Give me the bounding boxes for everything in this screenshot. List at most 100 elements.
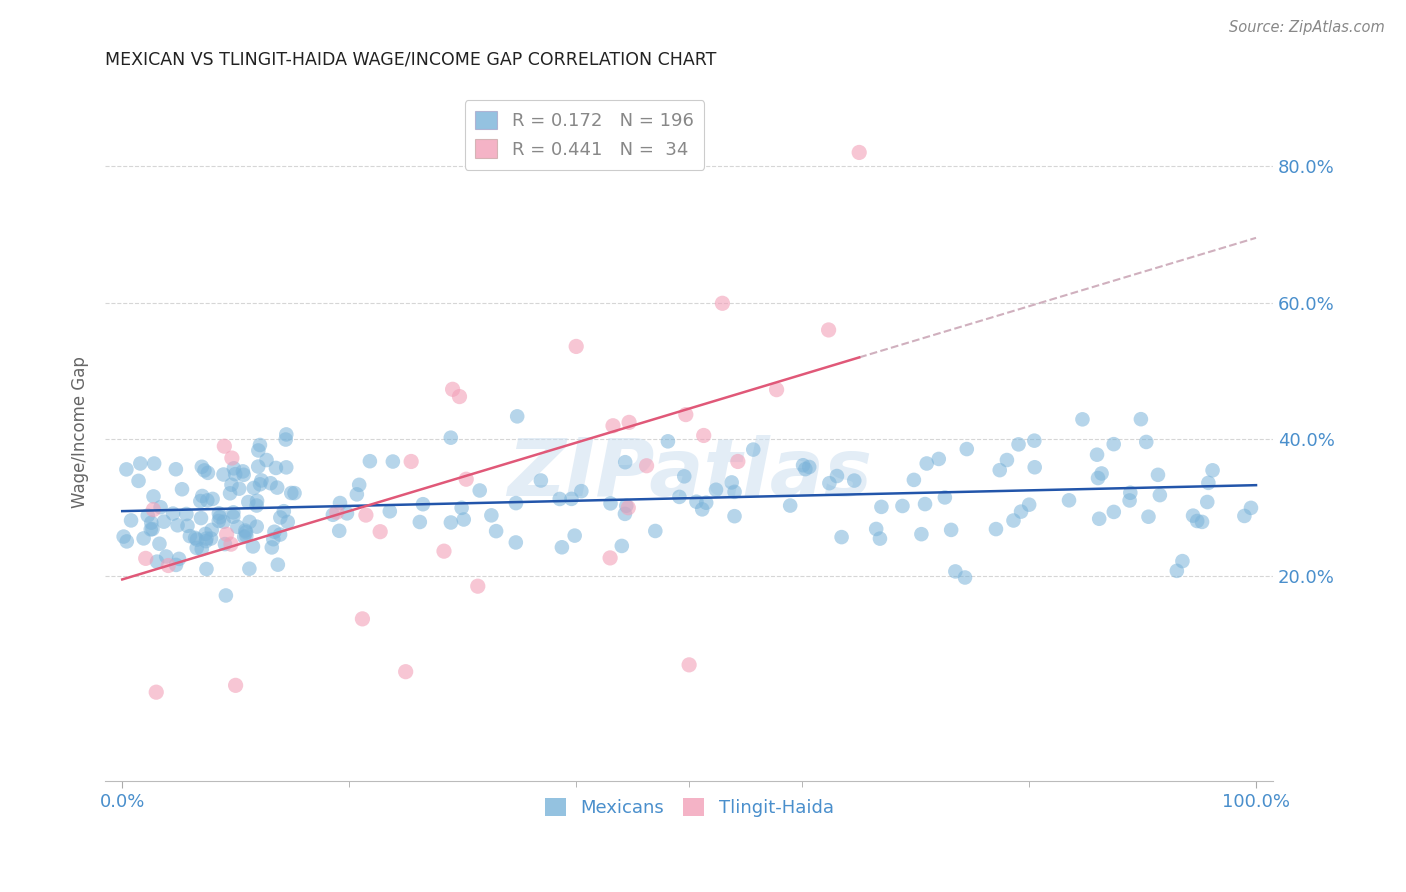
- Point: [1166, 564, 1188, 578]
- Point: [153, 515, 176, 529]
- Point: [249, 438, 271, 452]
- Point: [1024, 460, 1046, 475]
- Point: [246, 499, 269, 513]
- Point: [179, 529, 201, 543]
- Point: [250, 474, 273, 488]
- Point: [956, 442, 979, 456]
- Point: [184, 531, 207, 545]
- Point: [269, 510, 291, 524]
- Point: [456, 472, 478, 486]
- Point: [186, 533, 208, 547]
- Point: [453, 512, 475, 526]
- Point: [115, 534, 138, 549]
- Point: [141, 522, 163, 536]
- Point: [325, 505, 347, 519]
- Point: [644, 524, 666, 538]
- Point: [262, 532, 284, 546]
- Point: [1018, 498, 1040, 512]
- Point: [208, 507, 231, 521]
- Point: [212, 515, 235, 529]
- Point: [239, 515, 262, 529]
- Point: [1129, 412, 1152, 426]
- Point: [914, 497, 936, 511]
- Point: [1085, 448, 1108, 462]
- Point: [848, 145, 870, 160]
- Point: [1149, 488, 1171, 502]
- Point: [238, 562, 260, 576]
- Point: [246, 494, 269, 508]
- Point: [599, 550, 621, 565]
- Point: [468, 483, 491, 498]
- Point: [1090, 467, 1112, 481]
- Point: [891, 499, 914, 513]
- Point: [201, 491, 224, 506]
- Point: [1197, 495, 1219, 509]
- Point: [479, 508, 502, 523]
- Point: [269, 527, 291, 541]
- Point: [186, 541, 208, 555]
- Point: [1191, 515, 1213, 529]
- Point: [139, 523, 162, 537]
- Point: [395, 665, 418, 679]
- Point: [194, 527, 217, 541]
- Point: [569, 484, 592, 499]
- Point: [235, 529, 257, 543]
- Point: [195, 532, 218, 546]
- Point: [1087, 471, 1109, 485]
- Point: [915, 457, 938, 471]
- Point: [222, 505, 245, 519]
- Point: [1102, 505, 1125, 519]
- Point: [678, 657, 700, 672]
- Point: [165, 462, 187, 476]
- Point: [259, 476, 281, 491]
- Point: [208, 514, 231, 528]
- Point: [831, 530, 853, 544]
- Point: [346, 487, 368, 501]
- Point: [277, 515, 299, 529]
- Point: [228, 482, 250, 496]
- Point: [266, 481, 288, 495]
- Point: [176, 507, 198, 521]
- Point: [381, 454, 404, 468]
- Point: [165, 558, 187, 572]
- Point: [995, 453, 1018, 467]
- Point: [354, 508, 377, 522]
- Point: [264, 461, 287, 475]
- Point: [610, 539, 633, 553]
- Point: [224, 467, 246, 482]
- Point: [675, 408, 697, 422]
- Point: [564, 528, 586, 542]
- Point: [723, 509, 745, 524]
- Point: [214, 439, 236, 453]
- Point: [485, 524, 508, 538]
- Point: [505, 496, 527, 510]
- Point: [235, 525, 257, 540]
- Point: [943, 565, 966, 579]
- Point: [1137, 509, 1160, 524]
- Point: [779, 499, 801, 513]
- Point: [695, 496, 717, 510]
- Point: [794, 462, 817, 476]
- Point: [727, 454, 749, 468]
- Point: [170, 482, 193, 496]
- Point: [657, 434, 679, 449]
- Text: MEXICAN VS TLINGIT-HAIDA WAGE/INCOME GAP CORRELATION CHART: MEXICAN VS TLINGIT-HAIDA WAGE/INCOME GAP…: [105, 51, 717, 69]
- Point: [146, 555, 169, 569]
- Point: [276, 427, 298, 442]
- Point: [433, 544, 456, 558]
- Point: [1007, 437, 1029, 451]
- Point: [247, 459, 270, 474]
- Y-axis label: Wage/Income Gap: Wage/Income Gap: [72, 357, 89, 508]
- Point: [149, 500, 172, 515]
- Point: [148, 537, 170, 551]
- Point: [1233, 508, 1256, 523]
- Point: [617, 416, 640, 430]
- Point: [221, 477, 243, 491]
- Point: [141, 516, 163, 530]
- Point: [939, 523, 962, 537]
- Point: [1171, 554, 1194, 568]
- Point: [195, 562, 218, 576]
- Point: [145, 685, 167, 699]
- Point: [690, 502, 713, 516]
- Point: [347, 478, 370, 492]
